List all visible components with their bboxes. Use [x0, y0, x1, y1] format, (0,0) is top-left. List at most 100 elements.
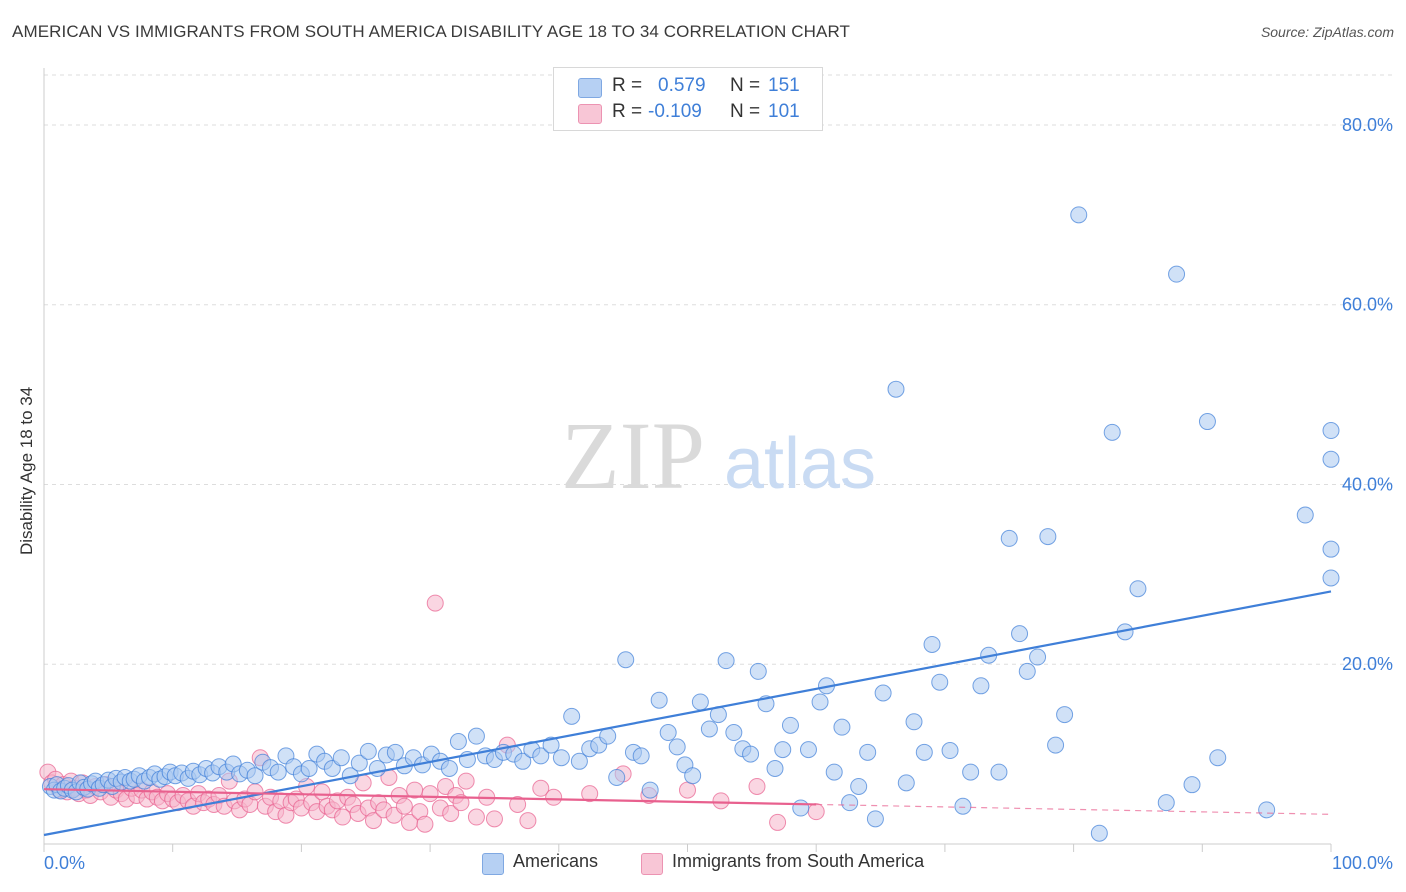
- americans-point: [1129, 580, 1147, 598]
- americans-point: [599, 727, 617, 745]
- bottom-legend-label: Immigrants from South America: [672, 851, 925, 871]
- legend-row-americans: R = 0.579 N = 151: [554, 75, 822, 101]
- watermark: ZIP atlas: [561, 402, 876, 509]
- americans-point: [1322, 422, 1340, 440]
- americans-point: [1322, 540, 1340, 558]
- americans-point: [552, 749, 570, 767]
- watermark-atlas: atlas: [724, 424, 876, 504]
- y-axis-label: Disability Age 18 to 34: [17, 386, 36, 555]
- americans-point: [449, 733, 467, 751]
- americans-point: [659, 724, 677, 742]
- x-tick-label: 100.0%: [1332, 853, 1393, 873]
- americans-point: [811, 693, 829, 711]
- americans-point: [332, 749, 350, 767]
- americans-point: [866, 810, 884, 828]
- americans-point: [700, 720, 718, 738]
- series-americans: [41, 206, 1340, 842]
- americans-point: [1296, 506, 1314, 524]
- americans-point: [1209, 749, 1227, 767]
- americans-point: [1029, 648, 1047, 666]
- americans-point: [246, 767, 264, 785]
- americans-point: [632, 747, 650, 765]
- immigrants-point: [509, 795, 527, 813]
- legend-r-label: R =: [612, 75, 643, 96]
- legend-r-label: R =: [612, 101, 643, 122]
- americans-point: [874, 684, 892, 702]
- immigrants-point: [421, 785, 439, 803]
- americans-point: [1322, 569, 1340, 587]
- immigrants-point: [581, 785, 599, 803]
- americans-point: [1258, 801, 1276, 819]
- immigrants-point: [807, 803, 825, 821]
- americans-point: [1018, 662, 1036, 680]
- americans-point: [931, 673, 949, 691]
- americans-point: [972, 677, 990, 695]
- americans-point: [514, 752, 532, 770]
- americans-point: [300, 759, 318, 777]
- trend-lines: [43, 590, 1332, 837]
- americans-point: [570, 752, 588, 770]
- tick-labels: 20.0% 40.0% 60.0% 80.0% 0.0% 100.0%: [44, 115, 1393, 873]
- americans-point: [825, 763, 843, 781]
- bottom-legend-swatch-pink: [641, 853, 663, 875]
- americans-point: [617, 651, 635, 669]
- americans-point: [749, 662, 767, 680]
- axis-layer: [43, 68, 1332, 852]
- americans-point: [1198, 413, 1216, 431]
- immigrants-point: [519, 812, 537, 830]
- americans-point: [350, 754, 368, 772]
- bottom-legend-swatch-blue: [482, 853, 504, 875]
- americans-point: [833, 718, 851, 736]
- americans-point: [905, 713, 923, 731]
- immigrants-point: [452, 794, 470, 812]
- americans-point: [269, 763, 287, 781]
- americans-point: [542, 736, 560, 754]
- americans-point: [1168, 265, 1186, 283]
- americans-point: [841, 794, 859, 812]
- immigrants-point: [485, 810, 503, 828]
- americans-point: [742, 745, 760, 763]
- legend-row-immigrants: R = -0.109 N = 101: [554, 101, 822, 127]
- americans-point: [954, 797, 972, 815]
- americans-point: [781, 716, 799, 734]
- americans-point: [1039, 528, 1057, 546]
- legend-n-value: 101: [768, 101, 800, 122]
- americans-point: [684, 767, 702, 785]
- americans-point: [1047, 736, 1065, 754]
- americans-point: [532, 747, 550, 765]
- americans-point: [650, 691, 668, 709]
- x-tick-label: 0.0%: [44, 853, 85, 873]
- americans-point: [1056, 706, 1074, 724]
- americans-point: [1070, 206, 1088, 224]
- americans-point: [717, 652, 735, 670]
- americans-point: [774, 741, 792, 759]
- americans-point: [897, 774, 915, 792]
- source-label: Source: ZipAtlas.com: [1260, 24, 1394, 40]
- americans-point: [990, 763, 1008, 781]
- americans-point: [923, 635, 941, 653]
- immigrants-trend-extension: [816, 803, 1332, 815]
- watermark-zip: ZIP: [561, 402, 705, 509]
- americans-point: [941, 742, 959, 760]
- immigrants-point: [426, 594, 444, 612]
- americans-point: [850, 777, 868, 795]
- legend-swatch-blue: [578, 78, 602, 98]
- immigrants-point: [545, 788, 563, 806]
- americans-point: [766, 759, 784, 777]
- americans-point: [887, 380, 905, 398]
- y-tick-label: 60.0%: [1342, 295, 1393, 315]
- immigrants-point: [532, 779, 550, 797]
- legend-swatch-pink: [578, 104, 602, 124]
- immigrants-trend-line: [43, 788, 817, 806]
- americans-point: [915, 743, 933, 761]
- americans-point: [1090, 824, 1108, 842]
- immigrants-point: [769, 813, 787, 831]
- americans-point: [1183, 776, 1201, 794]
- americans-point: [1000, 529, 1018, 547]
- immigrants-point: [313, 783, 331, 801]
- americans-point: [725, 724, 743, 742]
- immigrants-point: [679, 781, 696, 799]
- immigrants-point: [246, 783, 264, 801]
- americans-point: [467, 727, 485, 745]
